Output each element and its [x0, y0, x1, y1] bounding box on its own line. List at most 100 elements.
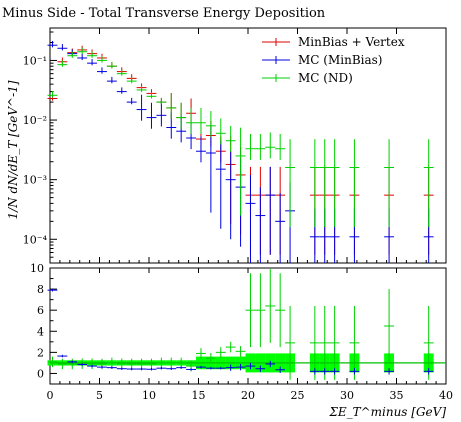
- data-point-mc-minbias-: [57, 44, 68, 51]
- ratio-point-nd: [67, 358, 78, 370]
- ratio-point-nd: [384, 289, 395, 363]
- data-point-mc-nd-: [215, 118, 226, 145]
- data-point-mc-nd-: [57, 60, 68, 67]
- data-point-mc-nd-: [275, 133, 286, 160]
- ratio-point-nd: [275, 273, 286, 348]
- ratio-point-nd: [87, 358, 98, 370]
- ratio-point-minbias: [176, 366, 187, 369]
- bottom-panel: 0 5 10 15 20 25 30 35 40 0 2 4 6 8 10: [30, 262, 453, 402]
- ratio-point-nd: [166, 357, 177, 369]
- top-y-tick-label: 10⁻¹: [23, 54, 47, 67]
- ratio-point-minbias: [87, 364, 98, 368]
- data-point-mc-nd-: [265, 132, 276, 159]
- x-tick-label: 15: [192, 389, 206, 402]
- data-point-mc-nd-: [196, 107, 206, 134]
- legend-entry: MinBias + Vertex: [298, 35, 405, 49]
- ratio-point-nd: [255, 273, 266, 348]
- ratio-point-minbias: [77, 363, 88, 366]
- ratio-point-nd: [329, 305, 340, 380]
- ratio-point-minbias: [166, 367, 177, 370]
- data-point-mc-minbias-: [106, 76, 117, 84]
- ratio-point-nd: [57, 358, 68, 370]
- data-point-mc-nd-: [126, 76, 137, 84]
- ratio-point-nd: [116, 358, 127, 370]
- data-point-mc-nd-: [309, 139, 320, 228]
- chart-title: Minus Side - Total Transverse Energy Dep…: [2, 6, 326, 21]
- x-tick-label: 10: [142, 389, 156, 402]
- ratio-point-minbias: [245, 362, 256, 370]
- data-point-mc-nd-: [136, 85, 147, 93]
- data-point-mc-minbias-: [215, 140, 226, 229]
- ratio-point-nd: [285, 305, 296, 380]
- ratio-point-minbias: [106, 366, 117, 369]
- data-point-mc-minbias-: [265, 166, 276, 255]
- data-point-mc-nd-: [77, 47, 88, 54]
- top-y-tick-label: 10⁻²: [23, 114, 47, 127]
- data-point-mc-nd-: [285, 139, 296, 228]
- data-point-mc-nd-: [255, 133, 266, 160]
- ratio-point-minbias: [349, 368, 360, 375]
- ratio-point-minbias: [196, 365, 206, 369]
- ratio-point-minbias: [57, 354, 68, 358]
- ratio-point-nd: [146, 358, 157, 370]
- ratio-point-minbias: [116, 367, 127, 370]
- top-panel: 10⁻¹ 10⁻² 10⁻³ 10⁻⁴: [23, 27, 447, 264]
- ratio-point-minbias: [97, 365, 107, 369]
- bottom-y-tick-label: 0: [37, 367, 44, 380]
- x-axis-label: ΣE_T^minus [GeV]: [328, 405, 446, 419]
- data-point-mc-nd-: [176, 102, 187, 129]
- ratio-point-nd: [349, 305, 360, 380]
- x-tick-label: 30: [340, 389, 354, 402]
- data-point-mc-nd-: [205, 111, 216, 137]
- top-y-tick-label: 10⁻³: [23, 174, 47, 187]
- data-point-mc-minbias-: [87, 58, 98, 66]
- data-point-mc-nd-: [47, 91, 58, 98]
- ratio-point-nd: [136, 358, 147, 370]
- data-point-mc-minbias-: [196, 136, 206, 163]
- ratio-point-nd: [215, 347, 226, 358]
- data-point-mc-nd-: [225, 125, 236, 152]
- data-point-mc-nd-: [97, 56, 107, 63]
- ratio-point-minbias: [126, 367, 137, 371]
- x-tick-label: 25: [291, 389, 305, 402]
- ratio-point-minbias: [205, 366, 216, 370]
- x-tick-label: 20: [241, 389, 255, 402]
- ratio-point-nd: [245, 273, 256, 348]
- y-axis-label: 1/N dN/dE_T [GeV^-1]: [6, 80, 20, 219]
- ratio-point-nd: [319, 305, 330, 380]
- x-tick-label: 40: [439, 389, 453, 402]
- data-point-mc-minbias-: [156, 100, 167, 127]
- ratio-point-minbias: [265, 360, 276, 368]
- ratio-point-nd: [47, 356, 58, 368]
- ratio-point-minbias: [146, 367, 157, 371]
- data-point-mc-minbias-: [205, 124, 216, 213]
- ratio-point-minbias: [215, 366, 226, 370]
- data-point-mc-nd-: [156, 97, 167, 105]
- legend: MinBias + Vertex MC (MinBias) MC (ND): [262, 35, 405, 85]
- ratio-point-minbias: [235, 363, 246, 371]
- data-point-mc-nd-: [423, 139, 434, 228]
- data-point-mc-minbias-: [97, 67, 107, 74]
- data-point-mc-nd-: [319, 139, 330, 228]
- data-point-mc-nd-: [384, 139, 395, 228]
- ratio-point-minbias: [47, 288, 58, 292]
- ratio-point-nd: [205, 352, 216, 364]
- data-point-mc-nd-: [116, 69, 127, 76]
- ratio-point-minbias: [225, 364, 236, 371]
- ratio-point-minbias: [186, 368, 197, 371]
- ratio-point-minbias: [329, 368, 340, 375]
- top-plot-frame: [49, 27, 447, 264]
- bottom-y-tick-label: 4: [37, 325, 44, 338]
- ratio-point-minbias: [319, 368, 330, 375]
- bottom-y-tick-label: 8: [37, 283, 44, 296]
- data-point-mc-minbias-: [225, 151, 236, 240]
- data-point-mc-nd-: [349, 139, 360, 228]
- x-tick-label: 5: [96, 389, 103, 402]
- data-point-mc-minbias-: [245, 175, 256, 263]
- legend-entry: MC (ND): [298, 71, 353, 85]
- data-point-mc-minbias-: [126, 97, 137, 105]
- bottom-y-tick-label: 10: [30, 262, 44, 275]
- ratio-point-minbias: [136, 367, 147, 371]
- ratio-point-minbias: [309, 368, 320, 375]
- data-point-mc-nd-: [146, 92, 157, 99]
